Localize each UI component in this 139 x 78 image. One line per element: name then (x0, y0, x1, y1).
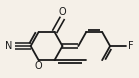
Text: O: O (59, 6, 66, 17)
Text: F: F (128, 41, 133, 51)
Text: N: N (5, 41, 13, 51)
Text: O: O (35, 61, 42, 72)
